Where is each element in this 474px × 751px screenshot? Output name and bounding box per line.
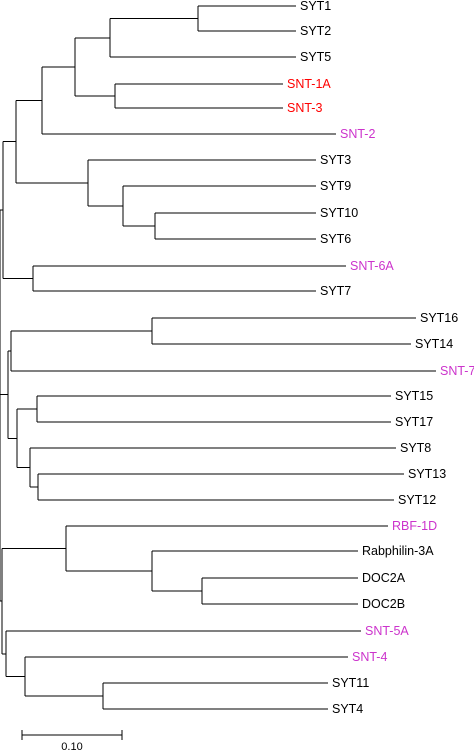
leaf-label-doc2b: DOC2B bbox=[362, 597, 405, 611]
leaf-label-syt16: SYT16 bbox=[420, 311, 458, 325]
scale-bar: 0.10 bbox=[21, 730, 123, 751]
leaf-label-snt-7: SNT-7 bbox=[440, 364, 474, 378]
leaf-label-syt9: SYT9 bbox=[320, 179, 351, 193]
leaf-label-syt6: SYT6 bbox=[320, 232, 351, 246]
leaf-label-snt-2: SNT-2 bbox=[340, 127, 375, 141]
leaf-label-syt3: SYT3 bbox=[320, 153, 351, 167]
leaf-label-syt11: SYT11 bbox=[332, 676, 369, 690]
leaf-label-syt4: SYT4 bbox=[332, 702, 363, 716]
leaf-label-syt13: SYT13 bbox=[408, 467, 446, 481]
leaf-label-doc2a: DOC2A bbox=[362, 571, 406, 585]
leaf-label-syt2: SYT2 bbox=[300, 24, 331, 38]
leaf-label-syt8: SYT8 bbox=[400, 441, 431, 455]
leaf-label-snt-6a: SNT-6A bbox=[350, 259, 394, 273]
leaf-label-rabphilin-3a: Rabphilin-3A bbox=[362, 544, 434, 558]
leaf-label-syt14: SYT14 bbox=[415, 337, 453, 351]
leaf-label-syt15: SYT15 bbox=[395, 389, 433, 403]
leaf-label-snt-3: SNT-3 bbox=[287, 101, 322, 115]
scale-bar-label: 0.10 bbox=[61, 741, 82, 751]
leaf-label-syt10: SYT10 bbox=[320, 206, 358, 220]
leaf-label-syt1: SYT1 bbox=[300, 0, 331, 13]
leaf-label-syt5: SYT5 bbox=[300, 50, 331, 64]
leaf-label-snt-1a: SNT-1A bbox=[287, 77, 331, 91]
leaf-label-snt-5a: SNT-5A bbox=[365, 624, 409, 638]
tree-branches bbox=[0, 5, 436, 710]
leaf-labels: SYT1 SYT2 SYT5 SNT-1A SNT-3 SNT-2 SYT3 SYT9 SYT1… bbox=[287, 0, 474, 716]
leaf-label-syt12: SYT12 bbox=[398, 493, 436, 507]
leaf-label-rbf-1d: RBF-1D bbox=[392, 519, 437, 533]
leaf-label-syt7: SYT7 bbox=[320, 284, 351, 298]
leaf-label-snt-4: SNT-4 bbox=[352, 650, 387, 664]
leaf-label-syt17: SYT17 bbox=[395, 415, 433, 429]
